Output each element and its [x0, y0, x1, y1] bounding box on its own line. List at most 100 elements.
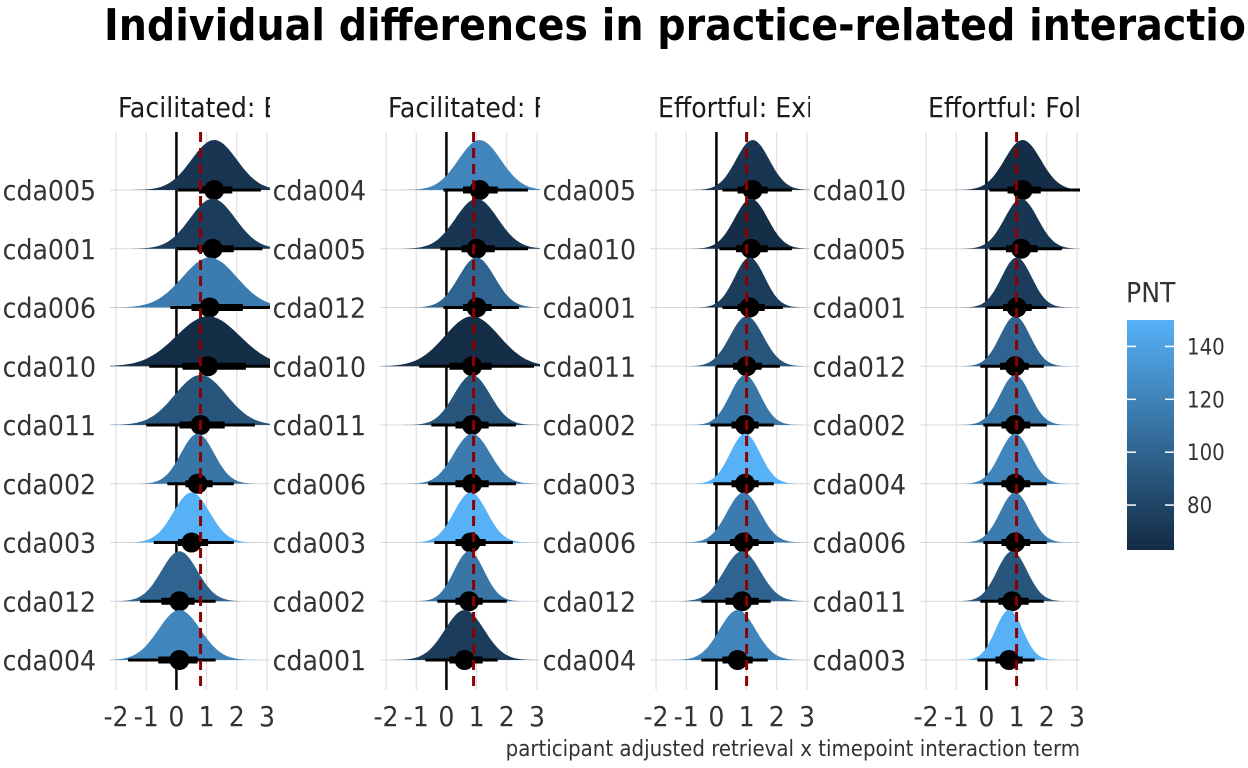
x-tick-label: 3	[1069, 700, 1085, 733]
median-point	[462, 356, 483, 377]
density-slab	[650, 610, 810, 660]
median-point	[466, 238, 487, 259]
facet-panel: Effortful: Exi cda005 cda010 cda001 cda011 cd…	[543, 91, 815, 733]
x-tick-label: 3	[799, 700, 815, 733]
density-slab	[110, 433, 270, 484]
x-tick-label: 0	[438, 700, 454, 733]
density-slab	[380, 257, 540, 308]
x-tick-label: -1	[134, 700, 159, 733]
density-slab	[650, 257, 810, 308]
x-tick-label: -2	[913, 700, 938, 733]
density-slab	[920, 610, 1080, 660]
median-point	[735, 473, 756, 494]
x-tick-label: -2	[373, 700, 398, 733]
density-slab	[380, 316, 540, 367]
facet-strip-label: Effortful: Exi	[658, 91, 813, 124]
participant-label: cda001	[3, 233, 96, 266]
median-point	[204, 180, 225, 200]
participant-label: cda003	[273, 527, 366, 560]
participant-label: cda001	[813, 292, 906, 325]
median-point	[1005, 356, 1026, 377]
median-point	[1005, 532, 1026, 553]
density-slab	[920, 551, 1080, 602]
halfeye-rows	[110, 140, 270, 670]
median-point	[735, 415, 756, 435]
participant-label: cda012	[3, 585, 96, 618]
density-slab	[110, 610, 270, 660]
legend-tick-label: 80	[1187, 494, 1212, 519]
halfeye-rows	[920, 140, 1080, 670]
legend-ticks: 80 100 120 140	[1127, 335, 1225, 519]
participant-label: cda006	[543, 527, 636, 560]
density-slab	[650, 375, 810, 425]
x-tick-label: -1	[404, 700, 429, 733]
median-point	[999, 650, 1020, 670]
density-slab	[650, 492, 810, 543]
density-slab	[920, 198, 1080, 249]
median-point	[733, 532, 754, 553]
density-slab	[380, 375, 540, 425]
density-slab	[110, 140, 270, 190]
x-tick-label: 2	[229, 700, 245, 733]
participant-label: cda001	[273, 644, 366, 677]
density-slab	[650, 433, 810, 484]
median-point	[1005, 415, 1026, 435]
median-point	[169, 591, 190, 612]
median-point	[199, 297, 220, 318]
median-point	[736, 356, 757, 377]
participant-label: cda006	[273, 468, 366, 501]
participant-label: cda003	[3, 527, 96, 560]
x-tick-label: 1	[469, 700, 485, 733]
participant-label: cda010	[273, 350, 366, 383]
density-slab	[110, 198, 270, 249]
facet-panel: Effortful: Fol cda010 cda005 cda001 cda012 cd…	[813, 91, 1085, 733]
x-tick-label: -1	[674, 700, 699, 733]
density-slab	[650, 140, 810, 190]
median-point	[466, 297, 487, 318]
x-tick-label: 2	[1039, 700, 1055, 733]
participant-label: cda004	[273, 174, 366, 207]
legend-tick-label: 120	[1187, 388, 1225, 413]
density-slab	[920, 433, 1080, 484]
x-tick-label: 1	[739, 700, 755, 733]
facet-panel: Facilitated: E cda005 cda001 cda006 cda010 cd…	[3, 91, 275, 733]
participant-label: cda002	[813, 409, 906, 442]
median-point	[727, 650, 748, 670]
participant-label: cda012	[813, 350, 906, 383]
x-tick-label: 2	[499, 700, 515, 733]
x-axis-label: participant adjusted retrieval x timepoi…	[506, 737, 1080, 762]
participant-label: cda010	[543, 233, 636, 266]
median-point	[1006, 297, 1027, 318]
x-tick-label: 1	[1009, 700, 1025, 733]
density-slab	[920, 375, 1080, 425]
participant-label: cda001	[543, 292, 636, 325]
median-point	[1002, 591, 1023, 612]
median-point	[1005, 473, 1026, 494]
participant-label: cda005	[813, 233, 906, 266]
density-slab	[650, 198, 810, 249]
participant-label: cda005	[543, 174, 636, 207]
x-tick-label: 0	[168, 700, 184, 733]
participant-label: cda004	[813, 468, 906, 501]
median-point	[459, 591, 480, 612]
density-slab	[380, 140, 540, 190]
participant-label: cda011	[3, 409, 96, 442]
facet-strip-label: Facilitated: F	[388, 91, 548, 124]
density-slab	[650, 316, 810, 367]
median-point	[454, 650, 475, 670]
median-point	[202, 238, 223, 259]
x-tick-label: -2	[643, 700, 668, 733]
participant-label: cda005	[3, 174, 96, 207]
density-slab	[110, 375, 270, 425]
chart-title: Individual differences in practice-relat…	[104, 0, 1248, 51]
density-slab	[650, 551, 810, 602]
participant-label: cda004	[543, 644, 636, 677]
participant-label: cda010	[813, 174, 906, 207]
median-point	[732, 591, 753, 612]
density-slab	[380, 198, 540, 249]
x-tick-label: -1	[944, 700, 969, 733]
participant-label: cda011	[273, 409, 366, 442]
x-tick-label: -2	[103, 700, 128, 733]
pnt-legend: PNT 80 100 120 140	[1126, 276, 1225, 550]
median-point	[741, 238, 762, 259]
